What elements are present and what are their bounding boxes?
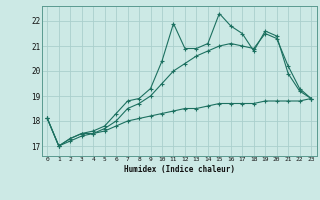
X-axis label: Humidex (Indice chaleur): Humidex (Indice chaleur) <box>124 165 235 174</box>
